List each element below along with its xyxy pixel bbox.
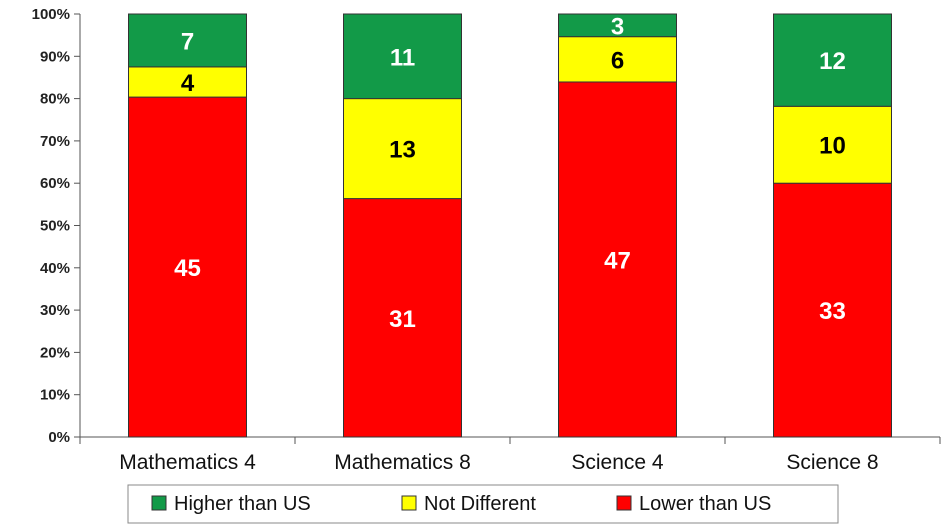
legend-swatch-not-different <box>401 495 417 511</box>
chart-bars <box>128 13 892 438</box>
bar-segment-science-4-higher-than-us <box>558 13 677 38</box>
data-label: 12 <box>819 48 846 75</box>
x-tick-label-science-4: Science 4 <box>571 451 664 474</box>
y-tick-label: 100% <box>32 6 70 23</box>
data-label: 47 <box>604 247 631 274</box>
y-tick-label: 30% <box>40 302 70 319</box>
data-label: 31 <box>389 306 416 333</box>
bar-segment-mathematics-8-lower-than-us <box>343 198 462 438</box>
legend-label-higher-than-us: Higher than US <box>174 493 311 515</box>
y-tick-label: 40% <box>40 260 70 277</box>
legend-swatch-lower-than-us <box>616 495 632 511</box>
data-label: 33 <box>819 298 846 325</box>
y-tick-label: 60% <box>40 175 70 192</box>
x-tick-label-mathematics-4: Mathematics 4 <box>119 451 256 474</box>
x-tick-label-science-8: Science 8 <box>786 451 878 474</box>
y-tick-label: 90% <box>40 48 70 65</box>
y-tick-label: 10% <box>40 387 70 404</box>
bar-segment-science-8-lower-than-us <box>773 182 892 438</box>
y-tick-label: 70% <box>40 133 70 150</box>
x-tick-label-mathematics-8: Mathematics 8 <box>334 451 471 474</box>
bar-segment-mathematics-8-not-different <box>343 98 462 200</box>
legend-label-not-different: Not Different <box>424 493 536 515</box>
data-label: 6 <box>611 47 624 74</box>
bar-segment-mathematics-4-not-different <box>128 66 247 98</box>
y-tick-label: 20% <box>40 344 70 361</box>
bar-segment-science-4-lower-than-us <box>558 81 677 438</box>
data-label: 10 <box>819 133 846 160</box>
legend-label-lower-than-us: Lower than US <box>639 493 771 515</box>
bar-segment-science-8-not-different <box>773 105 892 184</box>
chart-legend: Higher than US Not Different Lower than US <box>127 484 839 524</box>
y-tick-label: 0% <box>48 429 70 446</box>
bar-segment-science-8-higher-than-us <box>773 13 892 107</box>
y-tick-label: 50% <box>40 218 70 235</box>
bar-segment-science-4-not-different <box>558 36 677 83</box>
data-label: 45 <box>174 255 201 282</box>
bar-segment-mathematics-4-higher-than-us <box>128 13 247 68</box>
data-label: 11 <box>390 44 415 71</box>
y-tick-label: 80% <box>40 91 70 108</box>
data-label: 4 <box>181 70 195 97</box>
legend-swatch-higher-than-us <box>151 495 167 511</box>
data-label: 7 <box>181 28 194 55</box>
bar-segment-mathematics-8-higher-than-us <box>343 13 462 100</box>
legend-box <box>127 484 839 524</box>
data-label: 13 <box>389 137 416 164</box>
data-label: 3 <box>611 13 624 40</box>
